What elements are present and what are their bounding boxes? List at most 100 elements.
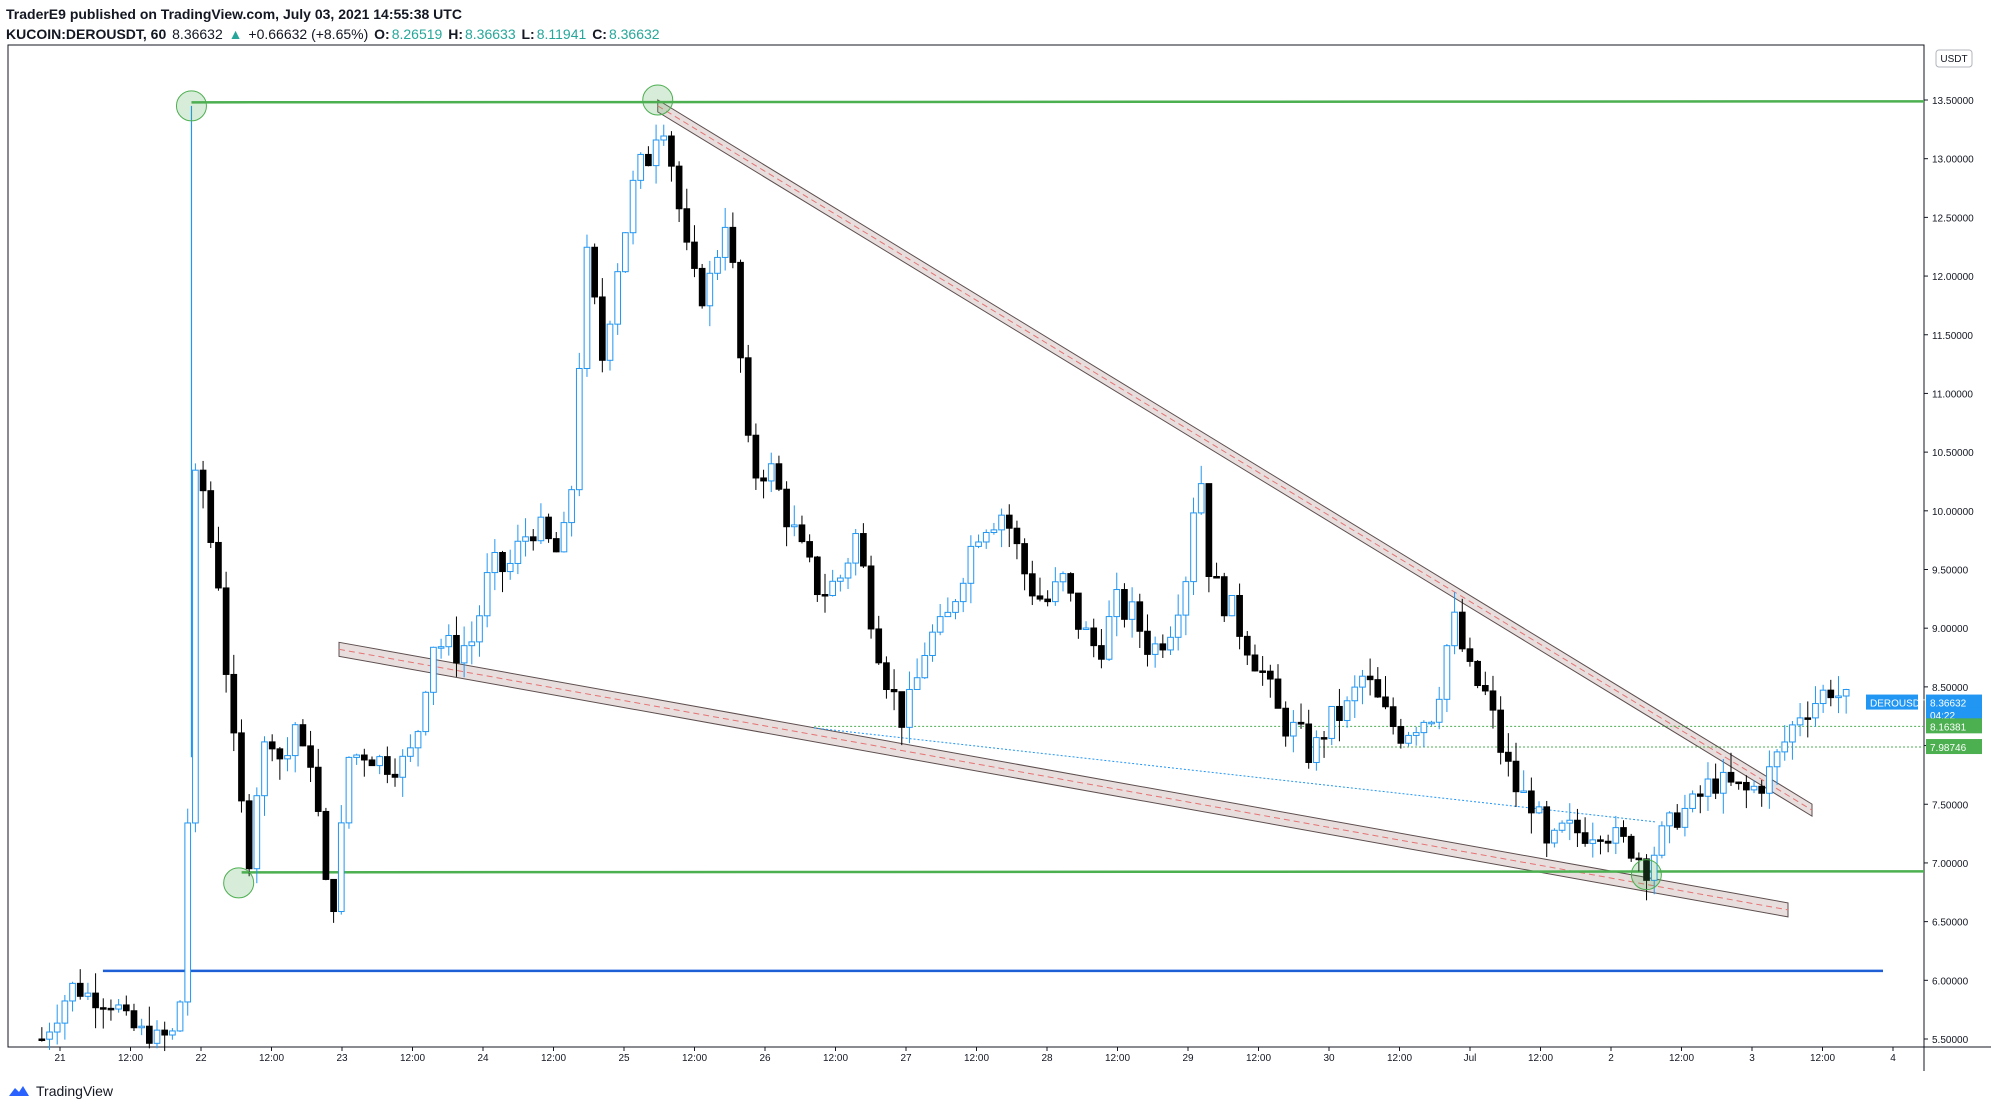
candle-body [230, 673, 238, 734]
candle-body [1681, 807, 1689, 828]
x-tick-label: 12:00 [1105, 1053, 1130, 1064]
candle-body [61, 1000, 69, 1024]
dotted-trend-line [814, 727, 1656, 823]
candle-body [1489, 690, 1497, 711]
level-tag-1-text: 8.16381 [1930, 722, 1967, 733]
candle-body [1643, 858, 1650, 881]
candle-body [199, 469, 207, 492]
candle-body [1174, 614, 1182, 638]
low-value: 8.11941 [536, 26, 587, 42]
candle-body [46, 1031, 53, 1040]
candle-body [1236, 594, 1243, 637]
candle-body [169, 1030, 176, 1036]
candle-body [360, 754, 368, 761]
symbol-price-tag-text: DEROUSDT [1870, 699, 1926, 710]
x-tick-label: 4 [1890, 1053, 1896, 1064]
candle-body [153, 1029, 161, 1044]
x-tick-label: 12:00 [541, 1053, 566, 1064]
candle-body [1328, 705, 1336, 739]
countdown-tag-text: 04:22 [1930, 711, 1955, 722]
candle-body [660, 135, 668, 141]
candle-body [1543, 806, 1551, 844]
candle-body [1558, 822, 1566, 831]
candle-body [215, 541, 222, 589]
lower-trend-channel-midline [338, 648, 1789, 911]
support-line [241, 870, 1925, 874]
candle-body [706, 272, 714, 307]
candle-body [1397, 726, 1405, 744]
candle-body [645, 153, 652, 167]
candle-body [1604, 840, 1612, 844]
candle-body [1451, 611, 1458, 647]
up-arrow-icon: ▲ [228, 26, 243, 42]
candle-body [284, 755, 291, 760]
candle-body [1197, 483, 1205, 514]
candle-body [668, 135, 675, 167]
x-tick-label: 23 [336, 1053, 348, 1064]
candle-body [1251, 654, 1259, 672]
tradingview-logo-icon [9, 1086, 29, 1096]
candle-body [368, 759, 376, 767]
candle-body [1190, 512, 1197, 583]
y-tick-label: 8.50000 [1932, 683, 1969, 694]
candle-body [1481, 685, 1489, 692]
candle-body [837, 577, 844, 582]
candle-body [1313, 737, 1320, 763]
candle-body [422, 691, 430, 733]
candle-body [138, 1025, 145, 1029]
x-tick-label: 12:00 [1669, 1053, 1694, 1064]
x-tick-label: 3 [1749, 1053, 1755, 1064]
y-tick-label: 7.50000 [1932, 800, 1969, 811]
candle-body [1028, 573, 1036, 597]
candle-body [760, 477, 767, 482]
x-tick-label: 12:00 [400, 1053, 425, 1064]
candle-body [222, 587, 230, 675]
level-tag-1 [1926, 718, 1982, 734]
annotation-circle [1630, 859, 1662, 891]
candle-body [560, 522, 568, 553]
candle-body [1305, 723, 1313, 763]
candle-body [675, 165, 683, 210]
candle-body [1827, 689, 1835, 699]
candle-body [192, 469, 199, 824]
close-value: 8.36632 [608, 26, 660, 42]
candle-body [399, 755, 407, 778]
candle-body [1835, 695, 1842, 699]
candle-body [437, 646, 445, 649]
close-label: C: [592, 26, 607, 42]
candle-body [207, 490, 215, 543]
candle-body [906, 688, 913, 728]
x-tick-label: 24 [477, 1053, 489, 1064]
candle-body [1205, 483, 1213, 578]
candle-body [99, 1007, 107, 1010]
candle-body [890, 689, 898, 693]
candle-body [798, 524, 806, 543]
candle-body [384, 756, 391, 775]
candle-body [1719, 771, 1727, 794]
candle-body [353, 754, 360, 758]
candle-body [1136, 601, 1144, 632]
candle-body [245, 800, 253, 870]
candle-body [238, 732, 245, 802]
candle-body [844, 562, 852, 579]
candle-body [729, 226, 737, 263]
candle-body [568, 489, 575, 524]
candle-body [867, 565, 875, 630]
candle-body [829, 580, 837, 597]
upper-trend-channel-midline [657, 105, 1813, 811]
candle-body [936, 616, 944, 633]
candle-body [1359, 675, 1366, 688]
candle-body [1243, 635, 1251, 656]
candle-body [1650, 854, 1658, 881]
candle-body [1504, 751, 1512, 762]
open-label: O: [374, 26, 390, 42]
candle-body [622, 232, 629, 273]
candle-body [337, 822, 345, 913]
candle-body [268, 741, 276, 750]
candle-body [1581, 832, 1589, 844]
candle-body [253, 795, 261, 870]
countdown-tag [1926, 707, 1982, 723]
candle-body [161, 1029, 169, 1036]
x-tick-label: 29 [1182, 1053, 1194, 1064]
